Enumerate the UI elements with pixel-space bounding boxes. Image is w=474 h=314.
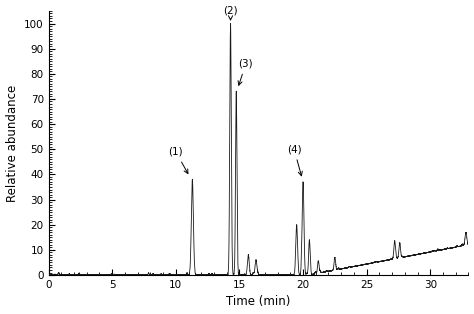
X-axis label: Time (min): Time (min) bbox=[226, 295, 291, 308]
Text: (1): (1) bbox=[169, 147, 188, 174]
Y-axis label: Relative abundance: Relative abundance bbox=[6, 84, 18, 202]
Text: (4): (4) bbox=[287, 144, 302, 176]
Text: (2): (2) bbox=[223, 6, 238, 20]
Text: (3): (3) bbox=[238, 59, 253, 85]
